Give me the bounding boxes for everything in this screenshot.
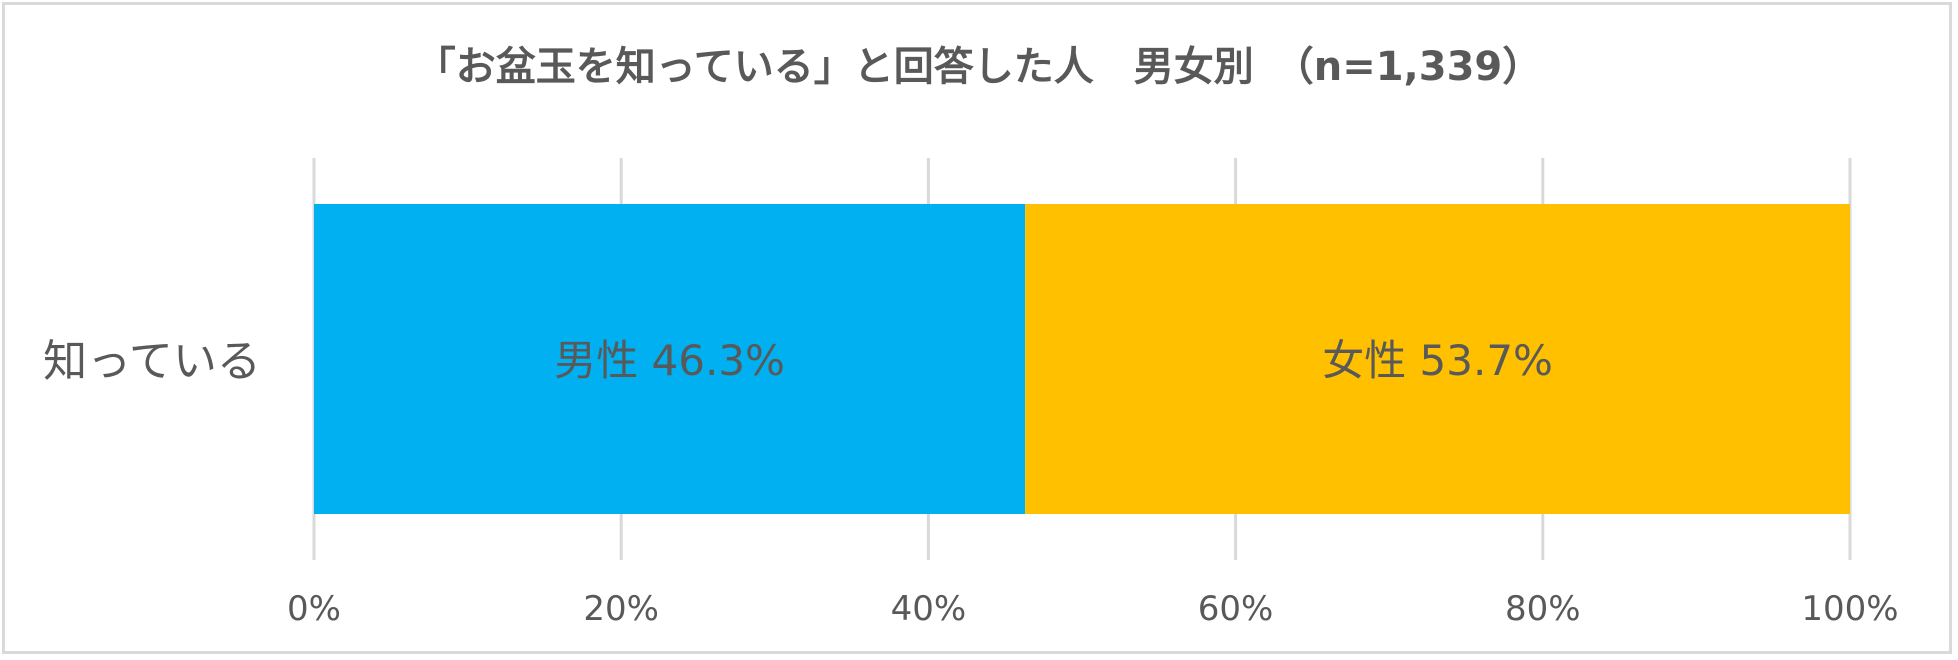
data-label-male: 男性 46.3% [554,336,785,385]
x-tick-label-60: 60% [1198,589,1274,629]
x-tick-label-0: 0% [287,589,341,629]
bars [314,204,1850,514]
x-tick-labels: 0% 20% 40% 60% 80% 100% [287,589,1899,629]
data-labels: 男性 46.3% 女性 53.7% [554,336,1553,385]
x-tick-label-100: 100% [1801,589,1898,629]
data-label-female: 女性 53.7% [1322,336,1553,385]
bar-male [314,204,1026,514]
x-tick-label-40: 40% [891,589,967,629]
bar-female [1025,204,1850,514]
category-label: 知っている [43,336,261,387]
x-tick-label-80: 80% [1505,589,1581,629]
category-labels: 知っている [43,336,261,387]
x-tick-label-20: 20% [583,589,659,629]
chart-title: 「お盆玉を知っている」と回答した人 男女別 （n=1,339） [416,44,1543,90]
